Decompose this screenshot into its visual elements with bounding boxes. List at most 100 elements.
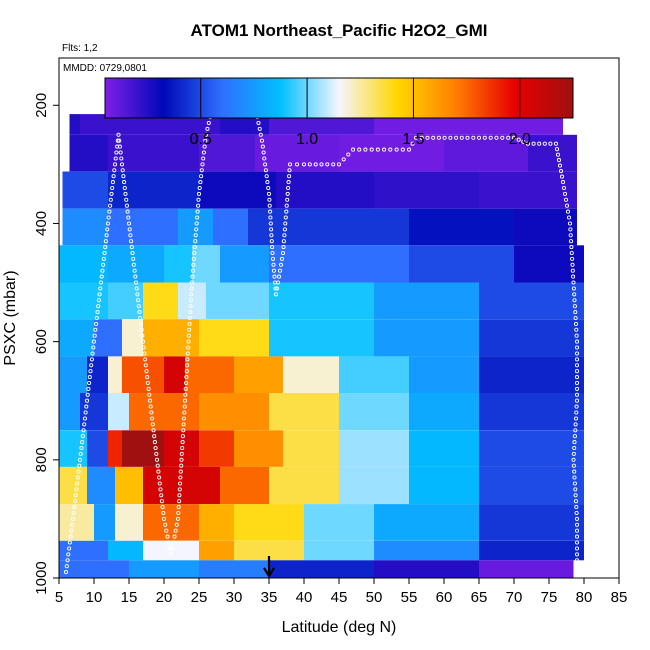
flight-track-point	[287, 168, 292, 173]
heatmap-cell-r13-c3	[199, 540, 234, 561]
flight-track-point	[567, 221, 573, 226]
flight-track-point	[85, 392, 90, 397]
heatmap-cell-r3-c5	[479, 171, 577, 209]
heatmap-cell-r8-c2	[108, 356, 122, 393]
heatmap-cell-r2-c6	[528, 134, 577, 172]
heatmap-cell-r14-c5	[479, 560, 574, 578]
flight-track-point	[80, 434, 85, 439]
flight-track-point	[173, 528, 178, 533]
heatmap-cell-r14-c4	[374, 560, 479, 578]
flight-track-point	[78, 451, 83, 456]
flight-track-point	[193, 233, 198, 238]
flight-track-point	[269, 239, 274, 244]
flight-track-point	[570, 256, 575, 261]
flight-track-point	[74, 487, 79, 492]
flight-track-point	[180, 440, 185, 445]
heatmap-cell-r10-c10	[479, 430, 584, 467]
flight-track-point	[283, 215, 288, 220]
flight-track-point	[82, 422, 87, 427]
flight-track-point	[174, 522, 179, 527]
heatmap-cells	[59, 90, 584, 578]
flight-track-point	[196, 197, 201, 202]
flight-track-point	[189, 292, 194, 297]
heatmap-cell-r11-c0	[59, 466, 87, 505]
heatmap-cell-r14-c3	[269, 560, 374, 578]
flight-track-point	[148, 404, 153, 409]
flight-track-point	[145, 380, 150, 386]
flight-track-point	[177, 487, 182, 492]
flight-track-point	[563, 197, 569, 202]
flight-track-point	[87, 375, 92, 380]
flight-track-point	[127, 227, 132, 232]
flight-track-point	[115, 138, 120, 143]
flight-track-point	[124, 203, 129, 208]
flight-track-point	[266, 191, 272, 196]
latitude-marker	[263, 556, 275, 579]
flight-track-point	[388, 147, 393, 152]
heatmap-cell-r11-c7	[409, 466, 479, 505]
flight-track-point	[129, 245, 134, 250]
flight-track-point	[284, 209, 289, 214]
flight-track-point	[122, 180, 127, 185]
heatmap-cell-r10-c5	[199, 430, 234, 467]
flight-track-point	[82, 416, 87, 421]
flight-track-point	[568, 233, 573, 238]
flight-track-point	[574, 398, 580, 403]
heatmap-cell-r10-c1	[87, 430, 108, 467]
flight-track-point	[154, 451, 159, 456]
flight-track-point	[271, 262, 276, 267]
flight-track-point	[574, 339, 580, 344]
flight-track-point	[177, 499, 182, 504]
x-tick-label: 40	[296, 589, 313, 606]
x-tick-label: 70	[506, 589, 523, 606]
flight-track-point	[75, 481, 80, 486]
flight-track-point	[350, 147, 356, 152]
heatmap-cell-r2-c0	[69, 134, 108, 172]
y-tick-label: 1000	[33, 561, 50, 594]
flight-track-point	[140, 339, 146, 344]
flight-track-point	[571, 451, 576, 456]
flight-track-point	[187, 315, 192, 321]
flight-track-point	[69, 528, 74, 533]
heatmap-cell-r9-c4	[199, 393, 269, 431]
flight-track-point	[553, 141, 559, 146]
heatmap-cell-r14-c2	[199, 560, 269, 578]
flight-track-point	[285, 197, 290, 202]
flight-track-point	[87, 380, 92, 386]
flight-track-point	[111, 174, 116, 179]
flight-track-point	[157, 481, 162, 486]
heatmap-cell-r1-c2	[220, 114, 269, 135]
flight-track-point	[185, 351, 190, 356]
flight-track-point	[267, 203, 272, 208]
flight-track-point	[170, 546, 175, 551]
flight-track-point	[206, 120, 211, 126]
x-tick-label: 30	[226, 589, 243, 606]
flight-track-point	[96, 304, 101, 309]
flight-track-point	[573, 321, 579, 326]
flight-track-point	[573, 310, 578, 315]
flight-track-point	[188, 310, 193, 315]
flight-track-point	[125, 209, 130, 214]
heatmap-cell-r12-c6	[304, 504, 374, 541]
flight-track-point	[574, 410, 579, 415]
flight-track-point	[521, 139, 526, 144]
flight-track-point	[294, 162, 300, 167]
flight-track-point	[573, 428, 578, 433]
heatmap-cell-r4-c1	[108, 208, 178, 246]
flight-track-point	[574, 363, 580, 368]
colorbar-tick-label: 1.0	[296, 131, 318, 148]
heatmap-cell-r14-c0	[59, 560, 129, 578]
flight-track-point	[357, 147, 362, 152]
flight-track-point	[89, 363, 94, 368]
flight-track-point	[280, 250, 286, 256]
flight-track-point	[266, 185, 271, 191]
flight-track-point	[149, 410, 154, 415]
flight-track-point	[270, 256, 276, 261]
colorbar-tick-label: 1.5	[402, 131, 424, 148]
heatmap-cell-r3-c0	[62, 171, 108, 209]
flight-track-point	[84, 398, 90, 403]
flight-track-point	[282, 227, 287, 232]
flight-track-point	[181, 416, 186, 421]
flight-track-point	[73, 493, 78, 498]
flight-track-point	[102, 250, 107, 256]
